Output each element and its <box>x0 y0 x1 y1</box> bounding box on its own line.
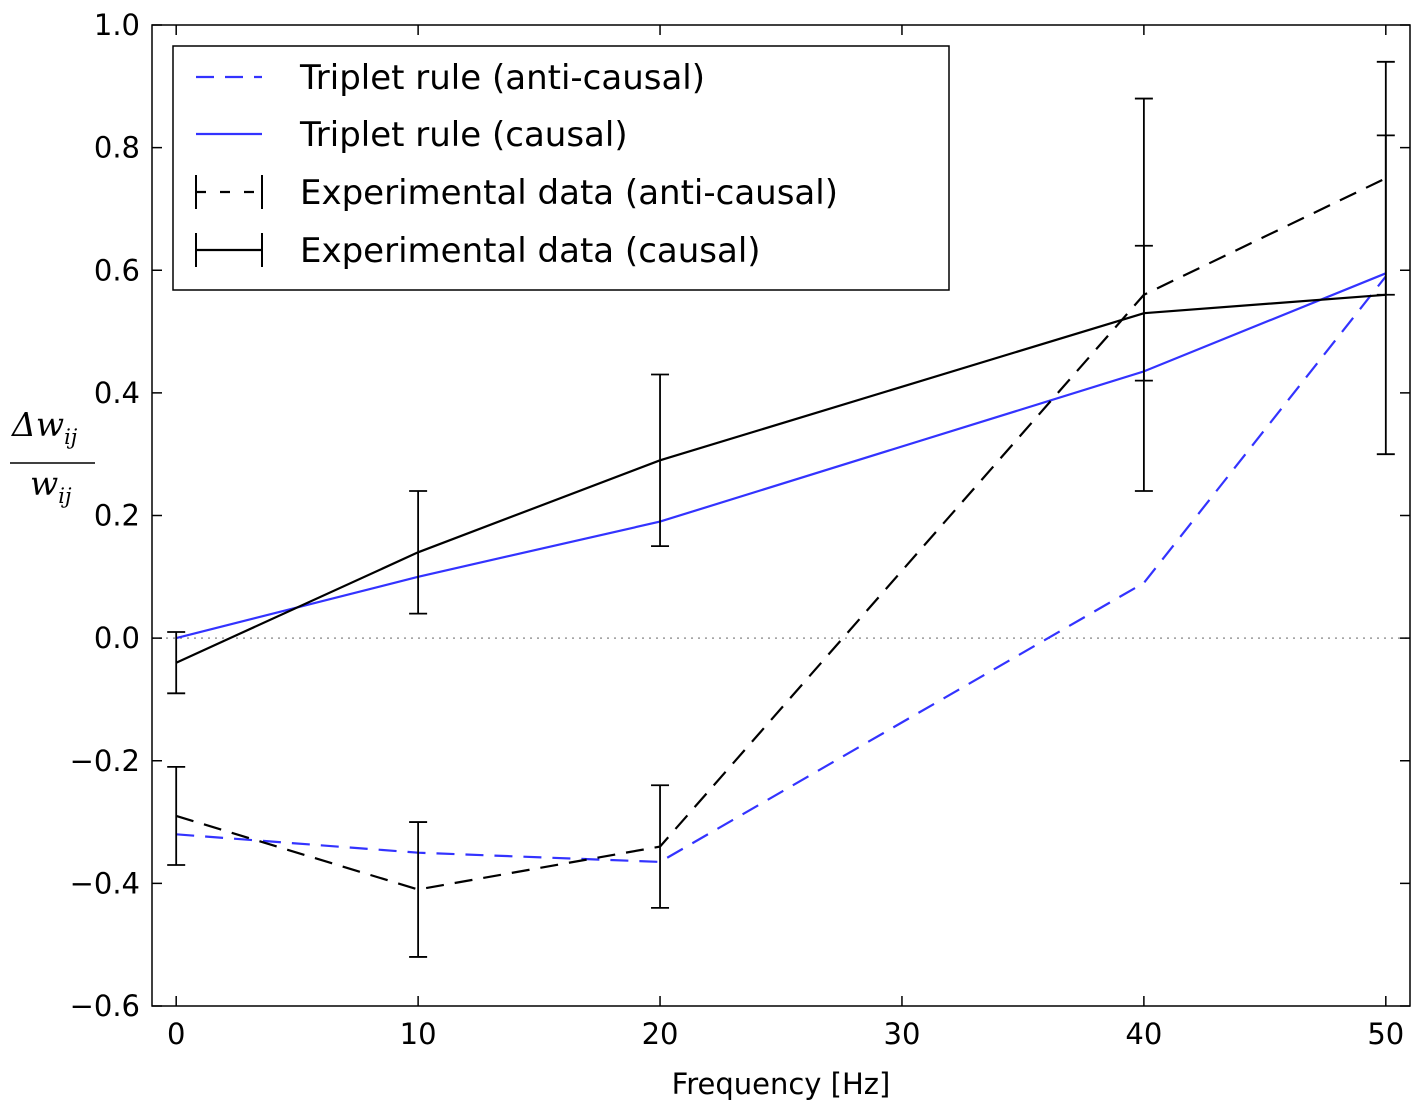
legend-label: Triplet rule (causal) <box>299 115 628 155</box>
y-axis-label: Δwij wij <box>10 405 95 508</box>
legend-label: Experimental data (anti-causal) <box>300 173 838 213</box>
x-tick-label: 40 <box>1125 1017 1162 1051</box>
legend-entry-0: Triplet rule (anti-causal) <box>196 58 705 98</box>
x-tick-label: 50 <box>1367 1017 1404 1051</box>
y-tick-label: −0.6 <box>70 989 140 1023</box>
y-tick-label: 0.8 <box>94 131 140 165</box>
legend-frame <box>172 45 950 291</box>
series-line-0 <box>176 275 1387 864</box>
y-tick-label: 0.0 <box>94 621 140 655</box>
legend-entry-3: Experimental data (causal) <box>195 231 761 271</box>
x-tick-label: 30 <box>884 1017 921 1051</box>
x-tick-label: 20 <box>642 1017 679 1051</box>
y-tick-label: −0.2 <box>70 744 140 778</box>
y-axis: −0.6 −0.4 −0.2 0.0 0.2 0.4 0.6 0.8 1.0 <box>70 8 1410 1023</box>
errorbar-2-0 <box>167 765 186 866</box>
errorbar-layer <box>167 60 1395 958</box>
errorbar-3-3 <box>1134 244 1153 382</box>
legend-label: Triplet rule (anti-causal) <box>299 58 705 98</box>
y-label-numerator: Δwij <box>10 405 78 449</box>
y-tick-label: 0.2 <box>94 499 140 533</box>
legend-entry-1: Triplet rule (causal) <box>196 115 628 155</box>
x-axis: 0 10 20 30 40 50 <box>167 25 1404 1051</box>
errorbar-3-4 <box>1376 134 1395 456</box>
errorbar-3-2 <box>651 373 670 548</box>
legend-label: Experimental data (causal) <box>300 231 761 271</box>
y-tick-label: 0.4 <box>94 376 140 410</box>
x-tick-label: 10 <box>400 1017 437 1051</box>
legend-entry-2: Experimental data (anti-causal) <box>195 173 838 213</box>
errorbar-2-1 <box>409 821 428 958</box>
legend: Triplet rule (anti-causal) Triplet rule (… <box>172 45 950 291</box>
errorbar-3-0 <box>167 631 186 695</box>
x-tick-label: 0 <box>167 1017 185 1051</box>
y-label-denominator: wij <box>30 464 72 508</box>
errorbar-2-2 <box>651 784 670 909</box>
x-axis-label: Frequency [Hz] <box>672 1067 891 1101</box>
y-tick-label: 1.0 <box>94 8 140 42</box>
y-tick-label: −0.4 <box>70 866 140 900</box>
errorbar-3-1 <box>409 490 428 615</box>
y-tick-label: 0.6 <box>94 253 140 287</box>
